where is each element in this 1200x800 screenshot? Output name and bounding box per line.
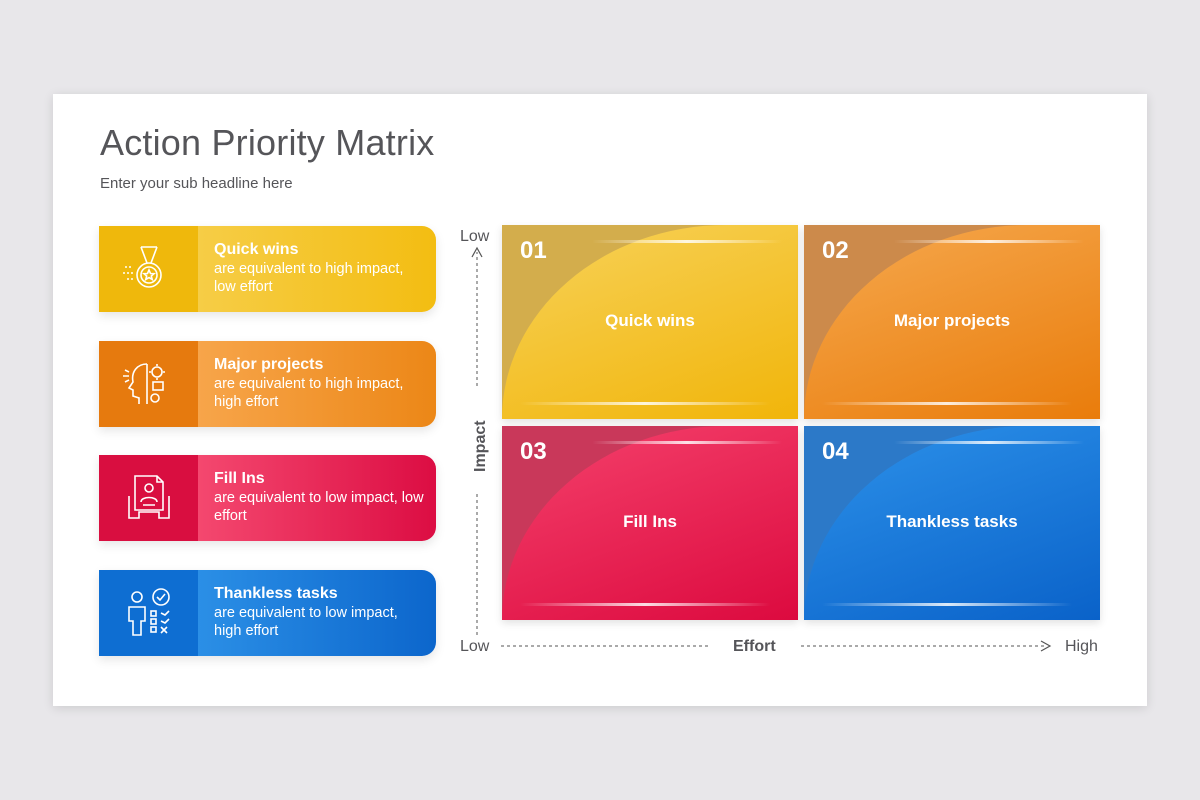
y-axis-top-label: Low bbox=[460, 228, 490, 245]
card-description: are equivalent to low impact, low effort bbox=[214, 490, 424, 524]
slide: Action Priority Matrix Enter your sub he… bbox=[53, 94, 1147, 706]
card-fill-ins: Fill Ins are equivalent to low impact, l… bbox=[99, 455, 436, 541]
y-axis-title: Impact bbox=[472, 420, 489, 472]
card-thankless-tasks: Thankless tasks are equivalent to low im… bbox=[99, 570, 436, 656]
card-title: Thankless tasks bbox=[214, 585, 338, 602]
quadrant-number: 03 bbox=[520, 438, 547, 465]
quadrant-number: 04 bbox=[822, 438, 849, 465]
quadrant-number: 01 bbox=[520, 237, 547, 264]
origin-label: Low bbox=[460, 638, 490, 655]
card-title: Quick wins bbox=[214, 241, 299, 258]
medal-icon bbox=[99, 226, 198, 312]
person-checklist-icon bbox=[99, 570, 198, 656]
card-title: Fill Ins bbox=[214, 470, 265, 487]
card-major-projects: Major projects are equivalent to high im… bbox=[99, 341, 436, 427]
quadrant-thankless-tasks: 04 Thankless tasks bbox=[804, 426, 1100, 620]
page-subtitle: Enter your sub headline here bbox=[100, 175, 293, 192]
y-axis-arrow bbox=[471, 246, 483, 258]
quadrant-label: Thankless tasks bbox=[886, 512, 1018, 531]
page-title: Action Priority Matrix bbox=[100, 122, 435, 163]
quadrant-quick-wins: 01 Quick wins bbox=[502, 225, 798, 419]
quadrant-fill-ins: 03 Fill Ins bbox=[502, 426, 798, 620]
quadrant-label: Fill Ins bbox=[623, 512, 677, 531]
card-quick-wins: Quick wins are equivalent to high impact… bbox=[99, 226, 436, 312]
card-title: Major projects bbox=[214, 356, 324, 373]
card-description: are equivalent to high impact, low effor… bbox=[214, 261, 404, 295]
x-axis-end-label: High bbox=[1065, 638, 1098, 655]
document-person-icon bbox=[99, 455, 198, 541]
quadrant-number: 02 bbox=[822, 237, 849, 264]
x-axis-title: Effort bbox=[733, 638, 776, 655]
card-description: are equivalent to low impact, high effor… bbox=[214, 605, 398, 639]
head-gears-icon bbox=[99, 341, 198, 427]
x-axis-arrow bbox=[1040, 640, 1052, 652]
quadrant-major-projects: 02 Major projects bbox=[804, 225, 1100, 419]
quadrant-label: Quick wins bbox=[605, 311, 695, 330]
quadrant-label: Major projects bbox=[893, 311, 1011, 330]
card-description: are equivalent to high impact, high effo… bbox=[214, 376, 404, 410]
